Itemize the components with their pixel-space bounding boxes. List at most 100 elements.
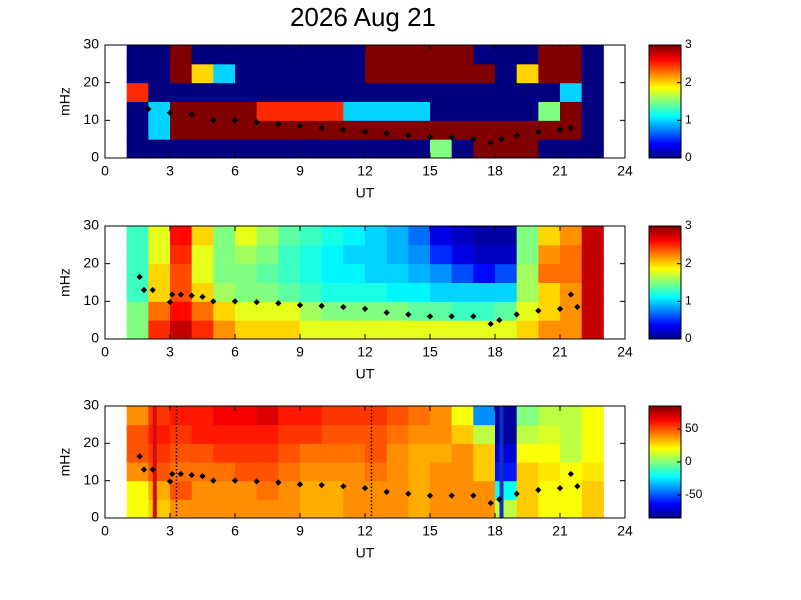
heat-cell (430, 406, 453, 426)
colorbar-swatch (649, 231, 681, 234)
heat-cell (300, 462, 323, 482)
heat-cell (235, 120, 258, 140)
colorbar-tick-label: 0 (685, 150, 692, 164)
heat-cell (408, 320, 431, 340)
heat-cell (495, 226, 518, 246)
heat-cell (408, 63, 431, 84)
heat-cell (126, 424, 149, 444)
heat-cell (473, 406, 496, 426)
heat-cell (300, 480, 323, 500)
y-axis-label: mHz (57, 268, 73, 297)
heat-cell (430, 63, 453, 84)
colorbar-swatch (649, 233, 681, 236)
colorbar-swatch (649, 512, 681, 515)
heat-cell (235, 101, 258, 121)
colorbar-swatch (649, 127, 681, 131)
heat-cell (126, 45, 149, 65)
heat-cell (126, 320, 149, 340)
heat-cell (278, 63, 301, 84)
heat-cell (256, 320, 279, 340)
heat-cell (321, 480, 344, 500)
trace-point (567, 470, 574, 478)
heat-cell (256, 82, 279, 102)
x-tick-label: 9 (296, 163, 304, 179)
colorbar-swatch (649, 238, 681, 241)
colorbar-swatch (649, 491, 681, 494)
heat-cell (516, 82, 539, 102)
heat-cell (148, 244, 171, 265)
heat-cell (343, 499, 366, 519)
heat-cell (278, 462, 301, 482)
heat-cell (560, 139, 583, 159)
heat-cell (516, 120, 539, 140)
colorbar-swatch (649, 138, 681, 141)
colorbar-swatch (649, 472, 681, 475)
heat-cell (343, 480, 366, 500)
colorbar-swatch (649, 335, 681, 338)
colorbar-swatch (649, 308, 681, 312)
colorbar-swatch (649, 310, 681, 313)
heat-cell (170, 244, 193, 265)
heat-cell (365, 226, 388, 246)
y-tick-label: 30 (83, 217, 99, 233)
colorbar-swatch (649, 504, 681, 507)
heat-cell (343, 139, 366, 159)
colorbar-swatch (649, 446, 681, 449)
heat-cell (538, 244, 561, 265)
colorbar-swatch (649, 495, 681, 498)
x-tick-label: 12 (357, 163, 373, 179)
colorbar-frame (648, 44, 682, 159)
heat-cell (581, 406, 604, 426)
heat-cell (581, 282, 604, 302)
heat-cell (213, 120, 236, 140)
colorbar-swatch (649, 456, 681, 459)
heat-cell (300, 120, 323, 140)
colorbar-swatch (649, 45, 681, 48)
heat-cell (495, 120, 518, 140)
heat-cell (191, 101, 214, 121)
colorbar-swatch (649, 252, 681, 255)
x-axis-label: UT (356, 185, 375, 201)
heat-cell (300, 139, 323, 159)
heat-cell (213, 244, 236, 265)
heat-cell (473, 263, 496, 283)
heat-cell (560, 101, 583, 121)
heat-cell (213, 424, 236, 444)
heat-cell (408, 406, 431, 426)
heat-cell (560, 226, 583, 246)
colorbar-swatch (649, 96, 681, 99)
heat-cell (278, 406, 301, 426)
colorbar-swatch (649, 498, 681, 501)
heat-cell (538, 301, 561, 321)
colorbar-frame (648, 225, 682, 340)
colorbar-swatch (649, 425, 681, 428)
colorbar-swatch (649, 451, 681, 454)
heat-cell (126, 462, 149, 482)
heat-cell (300, 226, 323, 246)
x-tick-label: 24 (617, 344, 633, 360)
heat-cell (581, 244, 604, 265)
heat-cell (495, 45, 518, 65)
colorbar-swatch (649, 430, 681, 433)
heat-cell (213, 63, 236, 84)
y-tick-label: 10 (83, 292, 99, 308)
heat-cell (473, 120, 496, 140)
trace-point (470, 492, 477, 499)
colorbar-swatch (649, 236, 681, 239)
heat-cell (213, 263, 236, 283)
heat-cell (495, 101, 518, 121)
heat-cell (148, 320, 171, 340)
heat-cell (321, 499, 344, 519)
heat-cell (386, 82, 409, 102)
heat-cell (191, 406, 214, 426)
heat-cell (213, 226, 236, 246)
colorbar-swatch (649, 409, 681, 412)
colorbar-swatch (649, 154, 681, 157)
colorbar-swatch (649, 147, 681, 150)
colorbar-tick-label: 1 (685, 294, 692, 308)
colorbar-swatch (649, 67, 681, 71)
heat-cell (430, 226, 453, 246)
heat-cell (386, 282, 409, 302)
heat-cell (538, 320, 561, 340)
